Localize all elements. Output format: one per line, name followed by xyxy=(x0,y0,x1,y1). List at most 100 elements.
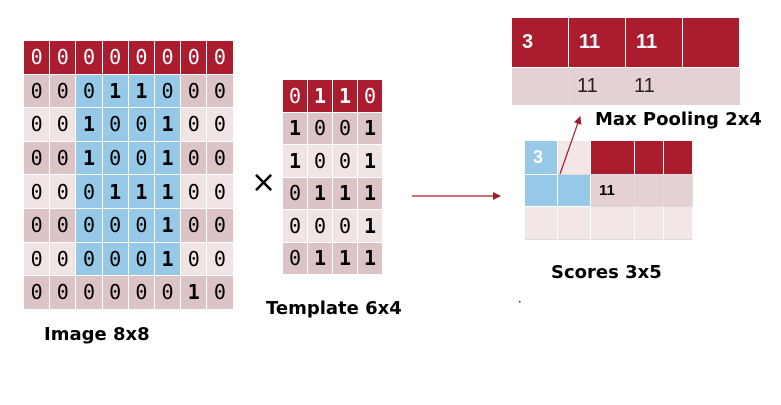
image-cell: 0 xyxy=(207,175,234,209)
image-cell: 0 xyxy=(102,108,129,142)
template-cell: 0 xyxy=(308,145,333,178)
small-dot xyxy=(519,301,521,303)
template-label: Template 6x4 xyxy=(266,298,402,319)
max-pooling-cell: 11 xyxy=(569,68,626,105)
image-cell: 0 xyxy=(50,175,77,209)
scores-cell: 11 xyxy=(591,175,635,207)
template-cell: 1 xyxy=(358,242,383,275)
image-cell: 0 xyxy=(128,141,155,176)
template-cell: 1 xyxy=(358,145,383,178)
template-cell: 1 xyxy=(358,112,383,145)
image-cell: 0 xyxy=(128,242,155,277)
image-cell: 1 xyxy=(154,175,182,209)
template-cell: 1 xyxy=(283,145,308,178)
template-cell: 1 xyxy=(308,80,333,113)
image-cell: 0 xyxy=(24,175,51,209)
image-cell: 0 xyxy=(154,276,182,310)
image-cell: 0 xyxy=(102,141,129,176)
image-cell: 0 xyxy=(24,141,51,176)
image-cell: 1 xyxy=(181,276,208,310)
image-cell: 0 xyxy=(24,108,51,142)
image-cell: 0 xyxy=(128,208,155,243)
image-cell: 0 xyxy=(76,276,103,310)
template-cell: 1 xyxy=(358,210,383,243)
image-cell: 1 xyxy=(76,108,103,142)
template-cell: 1 xyxy=(358,177,383,210)
image-cell: 0 xyxy=(102,208,129,243)
template-cell: 1 xyxy=(333,80,358,113)
image-cell: 0 xyxy=(24,208,51,243)
scores-cell xyxy=(525,207,558,240)
scores-cell xyxy=(558,175,591,207)
template-cell: 0 xyxy=(283,177,308,210)
image-cell: 0 xyxy=(50,276,77,310)
image-cell: 0 xyxy=(207,276,234,310)
image-cell: 0 xyxy=(128,276,155,310)
image-cell: 0 xyxy=(181,175,208,209)
template-cell: 0 xyxy=(283,80,308,113)
image-cell: 0 xyxy=(50,141,77,176)
scores-cell xyxy=(558,141,591,175)
arrow-to-max-pooling xyxy=(559,116,582,175)
image-cell: 0 xyxy=(181,208,208,243)
image-cell: 0 xyxy=(76,208,103,243)
image-cell: 0 xyxy=(76,242,103,277)
image-cell: 0 xyxy=(24,242,51,277)
template-cell: 0 xyxy=(283,242,308,275)
image-cell: 0 xyxy=(24,276,51,310)
template-cell: 1 xyxy=(333,242,358,275)
image-cell: 0 xyxy=(102,276,129,310)
max-pooling-cell: 11 xyxy=(626,18,683,68)
image-cell: 0 xyxy=(76,41,103,75)
image-cell: 0 xyxy=(207,208,234,243)
multiply-sign: × xyxy=(251,165,277,200)
image-cell: 0 xyxy=(207,41,234,75)
template-cell: 1 xyxy=(308,242,333,275)
max-pooling-cell: 3 xyxy=(512,18,569,68)
image-cell: 0 xyxy=(24,41,51,75)
image-cell: 0 xyxy=(207,108,234,142)
image-cell: 0 xyxy=(154,74,182,109)
template-cell: 0 xyxy=(333,145,358,178)
scores-grid: 3 11 xyxy=(525,141,693,240)
image-cell: 0 xyxy=(154,41,182,75)
max-pooling-cell xyxy=(683,68,740,105)
scores-cell xyxy=(664,175,693,207)
image-cell: 0 xyxy=(207,141,234,176)
template-cell: 1 xyxy=(333,177,358,210)
image-cell: 0 xyxy=(181,242,208,277)
image-cell: 0 xyxy=(50,242,77,277)
image-cell: 0 xyxy=(50,208,77,243)
image-cell: 1 xyxy=(102,175,129,209)
image-cell: 1 xyxy=(128,74,155,109)
max-pooling-cell xyxy=(683,18,740,68)
image-cell: 0 xyxy=(50,108,77,142)
template-cell: 0 xyxy=(308,112,333,145)
image-cell: 0 xyxy=(181,108,208,142)
image-cell: 0 xyxy=(128,41,155,75)
image-cell: 1 xyxy=(76,141,103,176)
image-cell: 0 xyxy=(181,41,208,75)
scores-cell xyxy=(525,175,558,207)
template-cell: 0 xyxy=(333,112,358,145)
image-cell: 0 xyxy=(181,74,208,109)
template-cell: 0 xyxy=(358,80,383,113)
image-cell: 0 xyxy=(207,74,234,109)
max-pooling-cell: 11 xyxy=(626,68,683,105)
max-pooling-cell: 11 xyxy=(569,18,626,68)
scores-cell: 3 xyxy=(525,141,558,175)
image-cell: 1 xyxy=(154,242,182,277)
scores-cell xyxy=(635,175,664,207)
max-pooling-label: Max Pooling 2x4 xyxy=(595,109,762,130)
scores-cell xyxy=(591,141,635,175)
image-cell: 1 xyxy=(154,141,182,176)
template-cell: 0 xyxy=(308,210,333,243)
scores-cell xyxy=(664,141,693,175)
scores-label: Scores 3x5 xyxy=(551,262,662,283)
image-cell: 0 xyxy=(128,108,155,142)
image-cell: 0 xyxy=(102,41,129,75)
scores-cell xyxy=(635,207,664,240)
image-cell: 1 xyxy=(154,208,182,243)
